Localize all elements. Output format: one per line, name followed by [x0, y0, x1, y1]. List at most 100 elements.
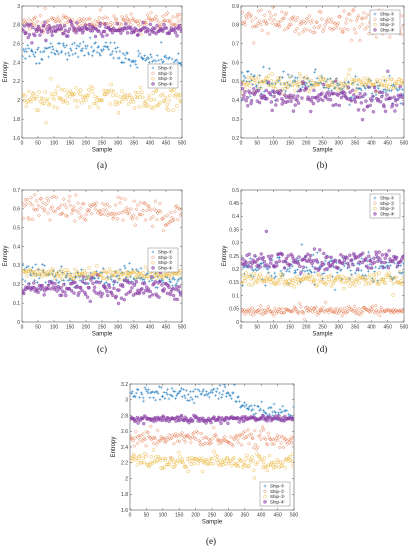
data-point	[135, 66, 139, 69]
data-point	[316, 310, 321, 314]
data-point	[65, 20, 70, 25]
data-point	[196, 388, 200, 392]
data-point	[137, 19, 142, 23]
data-point	[274, 103, 278, 107]
data-point	[173, 278, 177, 282]
y-tick-label: 3	[125, 398, 128, 404]
data-point	[349, 38, 354, 43]
data-point	[157, 456, 162, 461]
data-point	[315, 83, 319, 87]
data-point	[338, 306, 343, 311]
data-point	[256, 434, 261, 439]
data-point	[62, 202, 67, 207]
data-point	[88, 299, 93, 304]
data-point	[222, 438, 227, 442]
data-point	[273, 12, 278, 17]
data-point	[157, 103, 161, 107]
data-point	[167, 274, 171, 278]
data-point	[399, 81, 404, 85]
data-point	[82, 54, 86, 57]
data-point	[231, 443, 235, 448]
data-point	[322, 310, 327, 314]
data-point	[337, 14, 342, 19]
data-point	[224, 462, 228, 466]
data-point	[74, 85, 78, 90]
data-point	[204, 435, 209, 440]
data-point	[160, 275, 165, 279]
data-point	[244, 271, 248, 275]
data-point	[113, 203, 118, 207]
data-point	[384, 97, 388, 101]
data-point	[269, 100, 274, 104]
data-point	[257, 278, 262, 282]
data-point	[167, 98, 171, 103]
legend-marker	[373, 206, 377, 211]
data-point	[258, 265, 262, 269]
data-point	[165, 392, 169, 396]
data-point	[241, 281, 245, 285]
y-tick-label: 3	[17, 4, 20, 10]
data-point	[248, 94, 252, 98]
data-point	[36, 267, 41, 271]
data-point	[324, 95, 328, 99]
data-point	[271, 414, 275, 418]
data-point	[188, 390, 192, 394]
data-point	[237, 420, 241, 424]
data-point	[94, 102, 98, 106]
data-point	[177, 390, 181, 394]
data-point	[40, 102, 45, 106]
data-point	[281, 435, 286, 440]
legend-entry: Ship-②	[158, 255, 174, 260]
data-point	[93, 203, 98, 208]
data-point	[200, 469, 205, 474]
data-point	[112, 273, 117, 278]
data-point	[112, 283, 116, 287]
data-point	[63, 45, 67, 49]
data-point	[287, 412, 291, 416]
data-point	[248, 404, 252, 408]
data-point	[312, 88, 316, 93]
data-point	[273, 281, 277, 285]
data-point	[388, 264, 392, 267]
data-point	[264, 279, 269, 283]
data-point	[61, 271, 64, 275]
data-point	[82, 95, 87, 100]
data-point	[129, 270, 134, 275]
data-point	[93, 276, 97, 280]
data-point	[343, 83, 347, 87]
x-tick-label: 50	[255, 325, 261, 331]
data-point	[132, 60, 136, 64]
data-point	[98, 290, 102, 294]
data-point	[177, 439, 182, 444]
data-point	[323, 22, 327, 27]
data-point	[385, 77, 390, 81]
data-point	[229, 459, 233, 463]
data-point	[163, 95, 168, 100]
data-point	[66, 29, 70, 34]
data-point	[340, 87, 344, 92]
data-point	[265, 263, 269, 267]
data-point	[373, 270, 377, 274]
data-point	[22, 24, 27, 28]
data-point	[30, 48, 34, 52]
y-tick-label: 0.3	[232, 117, 239, 123]
data-point	[241, 71, 244, 74]
data-point	[89, 278, 93, 282]
data-point	[148, 18, 153, 23]
data-point	[310, 309, 315, 314]
data-point	[50, 33, 54, 37]
data-point	[26, 215, 30, 220]
data-point	[310, 261, 314, 266]
data-point	[354, 18, 359, 23]
data-point	[178, 455, 182, 459]
data-point	[136, 421, 140, 425]
data-point	[177, 12, 182, 17]
data-point	[257, 267, 261, 271]
data-point	[246, 264, 250, 268]
data-point	[333, 288, 337, 292]
data-point	[138, 200, 143, 205]
data-point	[352, 27, 357, 32]
data-point	[47, 102, 52, 106]
data-point	[39, 96, 44, 100]
